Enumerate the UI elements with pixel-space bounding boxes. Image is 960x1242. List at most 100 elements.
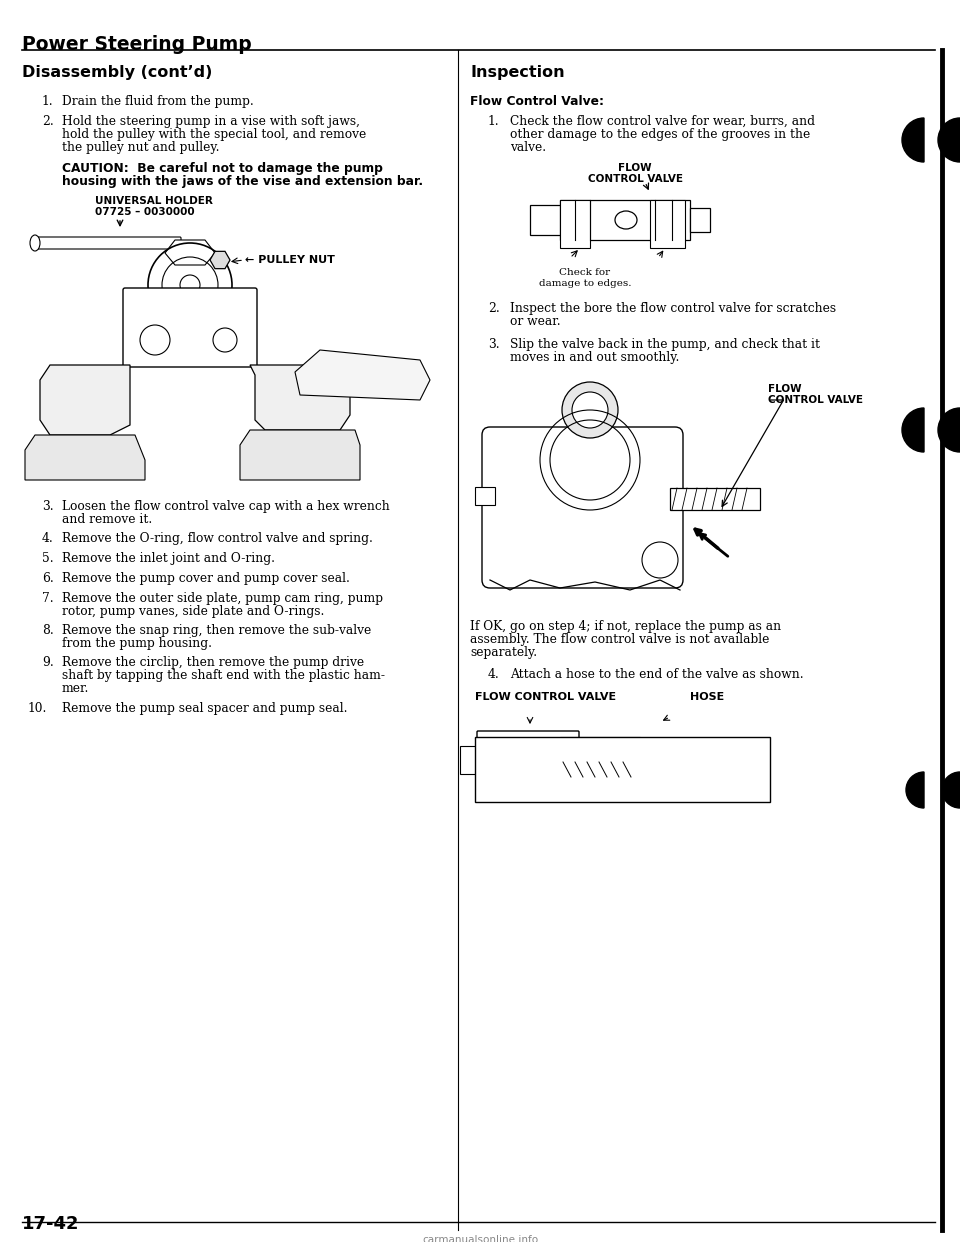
Text: 10.: 10. [28, 702, 47, 715]
Text: Remove the pump cover and pump cover seal.: Remove the pump cover and pump cover sea… [62, 573, 349, 585]
Text: Drain the fluid from the pump.: Drain the fluid from the pump. [62, 94, 253, 108]
Text: FLOW CONTROL VALVE: FLOW CONTROL VALVE [475, 692, 616, 702]
Polygon shape [40, 365, 130, 435]
Text: FLOW: FLOW [618, 163, 652, 173]
Text: 2.: 2. [488, 302, 500, 315]
Circle shape [516, 759, 522, 765]
Circle shape [534, 759, 540, 765]
Text: UNIVERSAL HOLDER: UNIVERSAL HOLDER [95, 196, 213, 206]
Text: 3.: 3. [42, 501, 54, 513]
Bar [530, 205, 560, 235]
Bar [460, 746, 480, 774]
Text: from the pump housing.: from the pump housing. [62, 637, 212, 650]
Circle shape [562, 383, 618, 438]
Text: damage to edges.: damage to edges. [539, 279, 632, 288]
Text: Check the flow control valve for wear, burrs, and: Check the flow control valve for wear, b… [510, 116, 815, 128]
Ellipse shape [30, 235, 40, 251]
Text: CONTROL VALVE: CONTROL VALVE [588, 174, 683, 184]
Text: the pulley nut and pulley.: the pulley nut and pulley. [62, 142, 220, 154]
Circle shape [561, 773, 567, 779]
FancyBboxPatch shape [477, 732, 579, 787]
Circle shape [543, 773, 549, 779]
Text: 17-42: 17-42 [22, 1215, 80, 1233]
Text: and remove it.: and remove it. [62, 513, 153, 527]
FancyBboxPatch shape [633, 738, 757, 782]
Circle shape [534, 773, 540, 779]
Polygon shape [295, 350, 430, 400]
Text: Check for: Check for [560, 268, 611, 277]
Bar [670, 488, 760, 510]
Polygon shape [165, 240, 215, 265]
Text: 5.: 5. [42, 551, 54, 565]
Wedge shape [902, 409, 924, 452]
Text: Inspect the bore the flow control valve for scratches: Inspect the bore the flow control valve … [510, 302, 836, 315]
Text: 9.: 9. [42, 656, 54, 669]
Text: Flow Control Valve:: Flow Control Valve: [470, 94, 604, 108]
Text: Remove the outer side plate, pump cam ring, pump: Remove the outer side plate, pump cam ri… [62, 592, 383, 605]
Circle shape [507, 759, 513, 765]
FancyBboxPatch shape [482, 427, 683, 587]
Text: 4.: 4. [42, 532, 54, 545]
Circle shape [480, 773, 486, 779]
Polygon shape [240, 430, 360, 479]
FancyBboxPatch shape [34, 237, 181, 248]
Text: Hold the steering pump in a vise with soft jaws,: Hold the steering pump in a vise with so… [62, 116, 360, 128]
Text: Slip the valve back in the pump, and check that it: Slip the valve back in the pump, and che… [510, 338, 820, 351]
Circle shape [572, 392, 608, 428]
Text: 2.: 2. [42, 116, 54, 128]
Text: mer.: mer. [62, 682, 89, 696]
Text: HOSE: HOSE [690, 692, 724, 702]
Text: 6.: 6. [42, 573, 54, 585]
Text: Power Steering Pump: Power Steering Pump [22, 35, 252, 53]
Text: 3.: 3. [488, 338, 499, 351]
Polygon shape [250, 365, 350, 430]
Text: assembly. The flow control valve is not available: assembly. The flow control valve is not … [470, 633, 769, 646]
Text: Remove the pump seal spacer and pump seal.: Remove the pump seal spacer and pump sea… [62, 702, 348, 715]
Text: 1.: 1. [488, 116, 499, 128]
Circle shape [552, 773, 558, 779]
Circle shape [552, 759, 558, 765]
Text: 07725 – 0030000: 07725 – 0030000 [95, 207, 195, 217]
Bar [690, 207, 710, 232]
Wedge shape [902, 118, 924, 161]
Circle shape [525, 773, 531, 779]
Text: carmanualsonline.info: carmanualsonline.info [422, 1235, 538, 1242]
Text: Loosen the flow control valve cap with a hex wrench: Loosen the flow control valve cap with a… [62, 501, 390, 513]
Text: separately.: separately. [470, 646, 538, 660]
Circle shape [561, 759, 567, 765]
Text: Disassembly (cont’d): Disassembly (cont’d) [22, 65, 212, 79]
Circle shape [489, 773, 495, 779]
FancyBboxPatch shape [123, 288, 257, 366]
Bar [475, 487, 495, 505]
Bar [650, 200, 685, 248]
Text: If OK, go on step 4; if not, replace the pump as an: If OK, go on step 4; if not, replace the… [470, 620, 781, 633]
Text: Attach a hose to the end of the valve as shown.: Attach a hose to the end of the valve as… [510, 668, 804, 681]
Bar [637, 741, 753, 770]
Text: shaft by tapping the shaft end with the plastic ham-: shaft by tapping the shaft end with the … [62, 669, 385, 682]
Circle shape [507, 773, 513, 779]
Text: rotor, pump vanes, side plate and O-rings.: rotor, pump vanes, side plate and O-ring… [62, 605, 324, 619]
Circle shape [543, 759, 549, 765]
Bar [560, 200, 690, 240]
Text: valve.: valve. [510, 142, 546, 154]
Text: Remove the inlet joint and O-ring.: Remove the inlet joint and O-ring. [62, 551, 275, 565]
Text: 1.: 1. [42, 94, 54, 108]
Bar [475, 737, 770, 802]
Circle shape [525, 759, 531, 765]
Circle shape [516, 773, 522, 779]
Text: CONTROL VALVE: CONTROL VALVE [768, 395, 863, 405]
Wedge shape [906, 773, 924, 809]
Bar [560, 737, 640, 782]
Text: FLOW: FLOW [768, 384, 802, 394]
Text: Remove the O-ring, flow control valve and spring.: Remove the O-ring, flow control valve an… [62, 532, 372, 545]
Circle shape [498, 759, 504, 765]
Wedge shape [938, 118, 960, 161]
Polygon shape [25, 435, 145, 479]
Text: 4.: 4. [488, 668, 500, 681]
Text: hold the pulley with the special tool, and remove: hold the pulley with the special tool, a… [62, 128, 367, 142]
Text: Inspection: Inspection [470, 65, 564, 79]
Polygon shape [210, 251, 230, 268]
Wedge shape [942, 773, 960, 809]
Bar [560, 200, 590, 248]
Text: CAUTION:  Be careful not to damage the pump: CAUTION: Be careful not to damage the pu… [62, 161, 383, 175]
